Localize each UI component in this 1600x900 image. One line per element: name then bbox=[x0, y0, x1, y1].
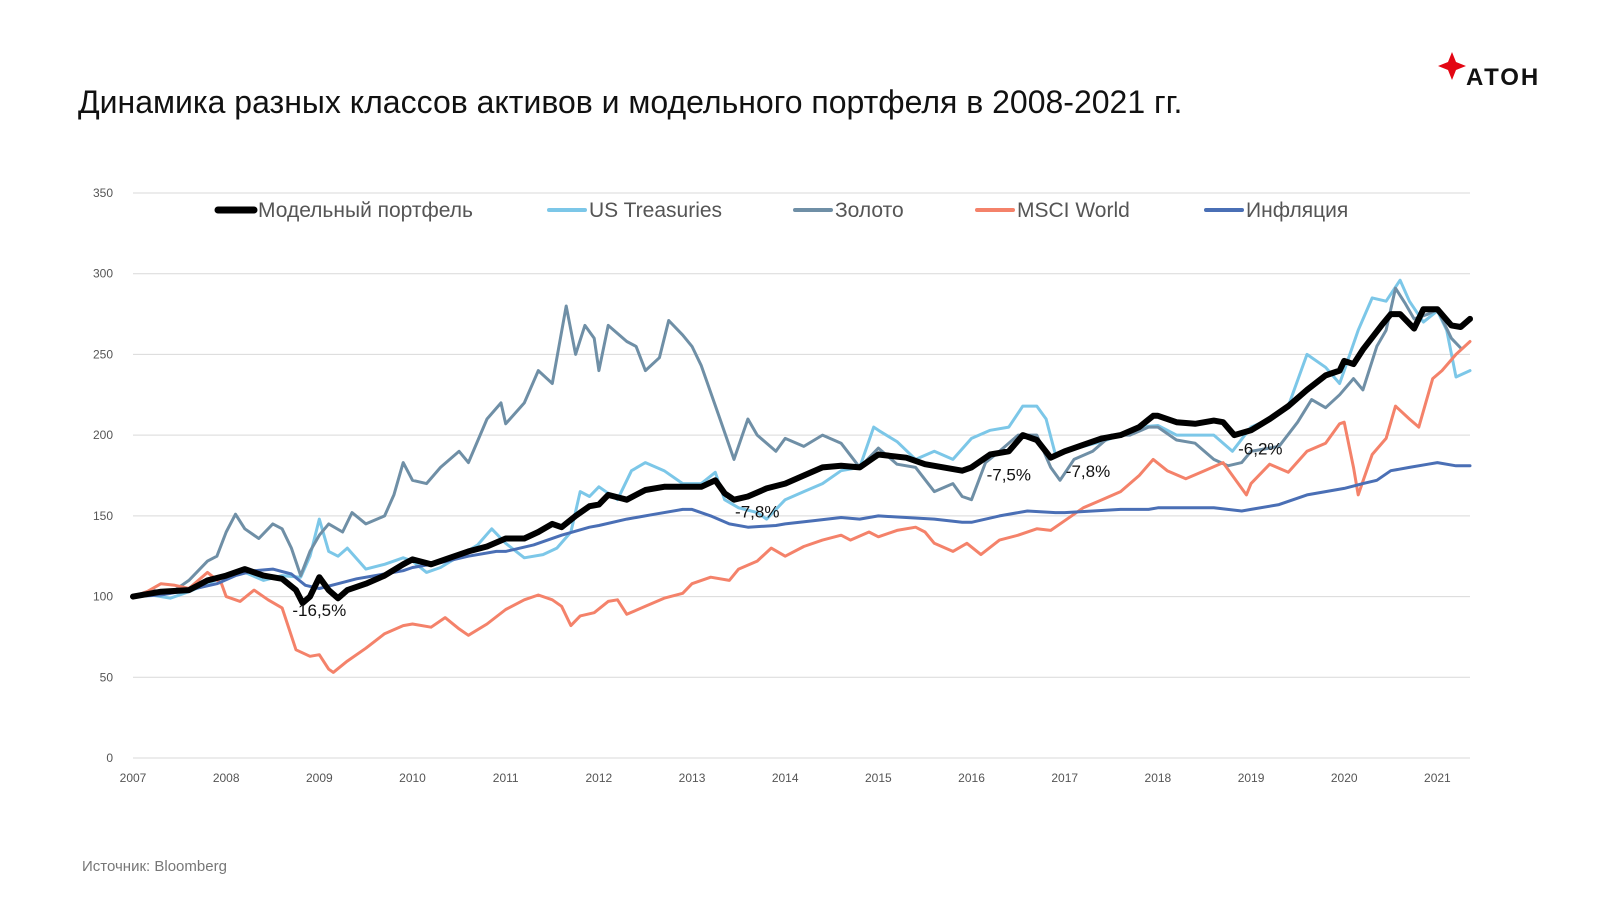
y-tick-label-50: 50 bbox=[100, 670, 114, 684]
x-tick-label-2014: 2014 bbox=[772, 771, 799, 785]
annotation-label-4: -6,2% bbox=[1238, 440, 1282, 459]
x-tick-label-2016: 2016 bbox=[958, 771, 985, 785]
legend-label-3: MSCI World bbox=[1017, 199, 1130, 222]
y-tick-label-150: 150 bbox=[93, 509, 113, 523]
x-tick-label-2008: 2008 bbox=[213, 771, 240, 785]
chart-legend: Модельный портфель US Treasuries Золото MSC… bbox=[214, 199, 1348, 222]
series-line-4 bbox=[131, 461, 1472, 599]
annotation-label-3: -7,8% bbox=[1066, 462, 1110, 481]
legend-label-4: Инфляция bbox=[1246, 199, 1348, 222]
x-tick-label-2009: 2009 bbox=[306, 771, 333, 785]
x-tick-label-2018: 2018 bbox=[1145, 771, 1172, 785]
x-tick-label-2012: 2012 bbox=[586, 771, 613, 785]
x-tick-label-2019: 2019 bbox=[1238, 771, 1265, 785]
x-tick-label-2017: 2017 bbox=[1051, 771, 1078, 785]
legend-label-1: US Treasuries bbox=[589, 199, 722, 222]
y-tick-label-250: 250 bbox=[93, 347, 113, 361]
legend-label-0: Модельный портфель bbox=[258, 199, 473, 222]
x-tick-label-2015: 2015 bbox=[865, 771, 892, 785]
legend-label-2: Золото bbox=[835, 199, 904, 222]
y-axis-ticks: 0 50 100 150 200 250 300 350 bbox=[93, 186, 113, 765]
brand-logo: АТОН bbox=[1438, 52, 1558, 92]
x-tick-label-2011: 2011 bbox=[493, 771, 519, 785]
y-tick-label-200: 200 bbox=[93, 428, 113, 442]
x-tick-label-2010: 2010 bbox=[399, 771, 426, 785]
y-tick-label-0: 0 bbox=[106, 751, 113, 765]
x-axis-ticks: 2007 2008 2009 2010 2011 2012 2013 2014 2015 2016… bbox=[120, 771, 1451, 785]
x-tick-label-2013: 2013 bbox=[679, 771, 706, 785]
source-note: Источник: Bloomberg bbox=[82, 858, 227, 875]
x-tick-label-2020: 2020 bbox=[1331, 771, 1358, 785]
series-line-0 bbox=[130, 306, 1473, 606]
annotation-label-1: -7,8% bbox=[735, 502, 779, 521]
series-line-2 bbox=[131, 286, 1463, 599]
x-tick-label-2021: 2021 bbox=[1424, 771, 1451, 785]
x-tick-label-2007: 2007 bbox=[120, 771, 147, 785]
chart-series bbox=[130, 278, 1473, 674]
y-tick-label-300: 300 bbox=[93, 267, 113, 281]
page-title: Динамика разных классов активов и модель… bbox=[78, 84, 1183, 120]
chart-annotations: -16,5% -7,8% -7,5% -7,8% -6,2% bbox=[292, 440, 1282, 620]
y-tick-label-100: 100 bbox=[93, 590, 113, 604]
brand-star-icon bbox=[1438, 52, 1466, 80]
brand-logo-text: АТОН bbox=[1466, 64, 1541, 91]
series-line-3 bbox=[131, 340, 1472, 674]
annotation-label-0: -16,5% bbox=[292, 601, 346, 620]
chart-gridlines bbox=[133, 192, 1470, 759]
annotation-label-2: -7,5% bbox=[987, 465, 1031, 484]
y-tick-label-350: 350 bbox=[93, 186, 113, 200]
